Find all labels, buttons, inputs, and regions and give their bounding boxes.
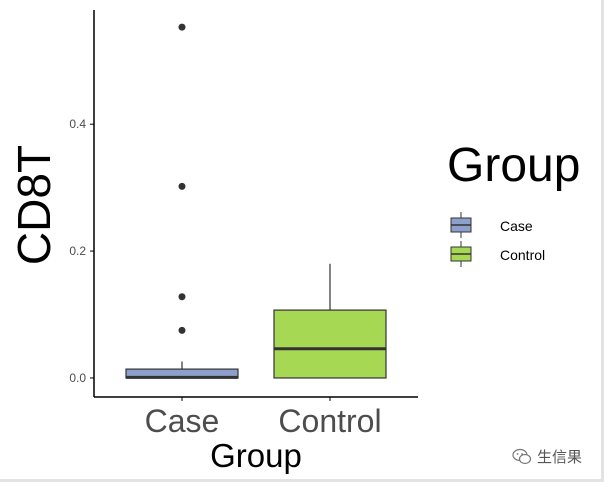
legend-label-control: Control [500,247,546,263]
x-axis-title: Group [210,437,302,474]
legend-title: Group [447,139,581,192]
outlier-point-case [178,293,186,301]
watermark-text: 生信果 [537,449,583,466]
outlier-point-case [178,23,186,31]
watermark: 生信果 [512,446,582,467]
y-tick-label: 0.0 [69,371,86,385]
y-axis-title: CD8T [8,144,60,266]
outlier-point-case [178,326,186,334]
x-tick-label: Case [145,403,220,439]
legend-label-case: Case [500,218,533,234]
y-tick-label: 0.2 [69,244,86,258]
box-control [273,309,387,379]
y-tick-label: 0.4 [69,117,86,131]
right-border [601,0,604,482]
bottom-border [0,479,604,482]
x-tick-label: Control [278,403,381,439]
wechat-icon [512,448,532,464]
outlier-point-case [178,182,186,190]
